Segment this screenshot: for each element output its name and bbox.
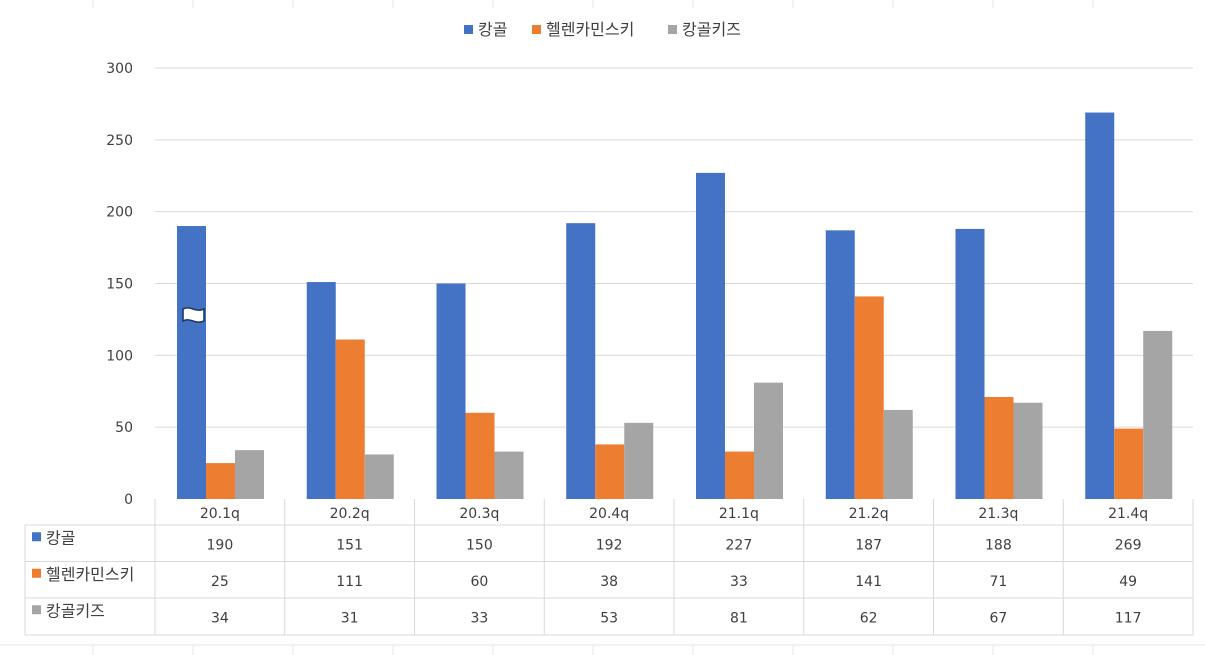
bar [436, 283, 466, 499]
y-tick-label: 250 [106, 133, 133, 149]
bar [696, 172, 725, 500]
data-label: 111 [336, 574, 363, 590]
legend-item: 캉골키즈 [668, 20, 741, 39]
data-label: 67 [989, 610, 1007, 626]
data-label: 150 [466, 537, 493, 553]
bar [566, 223, 596, 499]
data-label: 117 [1115, 610, 1142, 626]
data-label: 34 [211, 610, 229, 626]
legend-label: 캉골키즈 [682, 20, 741, 39]
legend-label: 헬렌카민스키 [546, 20, 634, 39]
chart-bars [177, 112, 1173, 500]
data-label: 31 [341, 610, 359, 626]
data-label: 71 [989, 574, 1007, 590]
x-tick-label: 21.1q [719, 506, 759, 522]
bar [595, 444, 625, 499]
data-table: 20.1q 20.2q 20.3q 20.4q 21.1q 21.2q 21.3q 21.4q… [24, 499, 1194, 636]
data-label: 81 [730, 610, 748, 626]
bar [306, 282, 336, 499]
data-label: 53 [600, 610, 618, 626]
data-label: 151 [336, 537, 363, 553]
x-tick-label: 20.2q [330, 506, 370, 522]
y-tick-label: 300 [106, 61, 133, 77]
table-legend-swatch [32, 568, 41, 578]
bar [1143, 330, 1173, 499]
bar [725, 451, 754, 499]
bar [1085, 112, 1115, 499]
data-label: 38 [600, 574, 618, 590]
data-label: 33 [730, 574, 748, 590]
legend-swatch [668, 25, 677, 34]
bar [1114, 428, 1144, 499]
data-label: 192 [596, 537, 623, 553]
data-label: 141 [855, 574, 882, 590]
x-tick-label: 21.3q [978, 506, 1018, 522]
data-label: 62 [860, 610, 878, 626]
data-label: 33 [470, 610, 488, 626]
bar [624, 422, 654, 499]
y-tick-label: 200 [106, 205, 133, 221]
bar [1013, 402, 1043, 499]
bar [177, 226, 206, 500]
table-row-label: 캉골 [46, 528, 75, 547]
bar [955, 228, 985, 499]
data-label: 60 [470, 574, 488, 590]
legend-swatch [532, 25, 541, 34]
y-tick-label: 0 [124, 492, 133, 508]
bar [206, 463, 235, 499]
bar [825, 230, 855, 500]
x-tick-label: 21.4q [1108, 506, 1148, 522]
table-legend-swatch [32, 605, 41, 615]
y-axis-ticks: 0 50 100 150 200 250 300 [106, 61, 133, 508]
bar [335, 339, 365, 499]
bar [465, 412, 495, 499]
bar [854, 296, 884, 499]
bar [754, 382, 783, 499]
bar [235, 450, 264, 499]
x-tick-label: 20.3q [459, 506, 499, 522]
legend-label: 캉골 [478, 20, 507, 39]
legend-item: 헬렌카민스키 [532, 20, 634, 39]
y-tick-label: 150 [106, 277, 133, 293]
bar [364, 454, 394, 499]
y-tick-label: 50 [115, 420, 133, 436]
data-label: 25 [211, 574, 229, 590]
legend-swatch [464, 25, 473, 34]
x-tick-label: 20.1q [200, 506, 240, 522]
data-label: 190 [207, 537, 234, 553]
data-label: 227 [726, 537, 753, 553]
legend-item: 캉골 [464, 20, 507, 39]
table-legend-swatch [32, 532, 41, 542]
bar [984, 396, 1014, 499]
x-tick-label: 20.4q [589, 506, 629, 522]
table-row-label: 헬렌카민스키 [46, 565, 134, 584]
bar [883, 409, 913, 499]
legend: 캉골 헬렌카민스키 캉골키즈 [464, 20, 741, 39]
data-label: 49 [1119, 574, 1137, 590]
data-label: 187 [855, 537, 882, 553]
flag-icon [182, 307, 205, 323]
bar [494, 451, 524, 499]
data-label: 269 [1115, 537, 1142, 553]
table-row-label: 캉골키즈 [46, 601, 105, 620]
y-tick-label: 100 [106, 348, 133, 364]
x-tick-label: 21.2q [849, 506, 889, 522]
data-label: 188 [985, 537, 1012, 553]
